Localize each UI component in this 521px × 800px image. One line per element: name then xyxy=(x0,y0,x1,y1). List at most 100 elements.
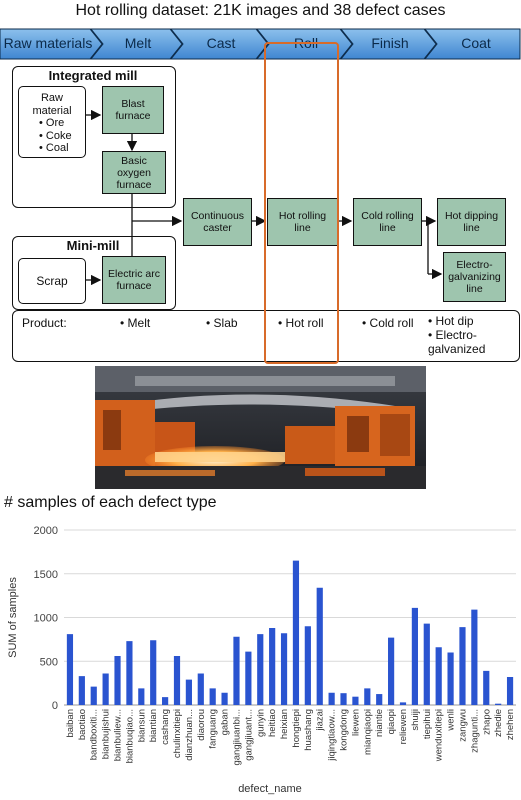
flow-connectors xyxy=(86,109,443,286)
bar-shuiji xyxy=(411,607,418,705)
stage-label-finish: Finish xyxy=(371,35,409,51)
bar-baotiao xyxy=(78,676,85,705)
mini-mill-title: Mini-mill xyxy=(66,238,120,253)
bar-wenli xyxy=(447,652,454,705)
bar-gaban xyxy=(221,692,228,705)
stage-raw-materials xyxy=(0,28,103,60)
bar-gunyin xyxy=(257,634,264,705)
x-tick-label-reliewen: reliewen xyxy=(398,709,409,744)
x-tick-label-heixian: heixian xyxy=(279,709,290,739)
x-tick-label-bianbujishui: bianbujishui xyxy=(101,709,112,759)
bar-dianzhuanhua xyxy=(185,679,192,705)
blast-furnace-box: Blast furnace xyxy=(102,86,164,134)
stage-finish xyxy=(339,28,437,60)
product-hot-roll: • Hot roll xyxy=(278,316,324,330)
x-tick-label-biantian: biantian xyxy=(148,709,159,742)
bar-chulinxitiepi xyxy=(173,656,181,705)
y-axis-label: SUM of samples xyxy=(7,577,19,658)
basic-oxygen-furnace-box: Basic oxygen furnace xyxy=(102,151,166,194)
x-tick-label-qiaopi: qiaopi xyxy=(386,709,397,734)
x-tick-label-wenduxitiepi: wenduxitiepi xyxy=(434,709,445,762)
stage-cast xyxy=(169,28,269,60)
x-tick-label-zhedie: zhedie xyxy=(493,709,504,737)
electric-arc-furnace-box: Electric arc furnace xyxy=(102,256,166,304)
raw-material-box: Raw material • Ore • Coke • Coal xyxy=(18,86,86,158)
stage-label-coat: Coat xyxy=(461,35,491,51)
x-tick-label-chulinxitiepi: chulinxitiepi xyxy=(172,709,183,758)
product-label: Product: xyxy=(22,316,67,330)
stage-label-melt: Melt xyxy=(124,35,152,51)
y-tick-label-1500: 1500 xyxy=(34,569,58,581)
x-tick-label-zhaguntiepi: zhagunti... xyxy=(469,709,480,753)
x-tick-label-jiqingtiaowen: jiqingtiaow... xyxy=(327,709,338,762)
x-tick-label-diaorou: diaorou xyxy=(196,709,207,741)
bar-gangjiuanjingwen xyxy=(233,636,240,705)
continuous-caster-box: Continuous caster xyxy=(183,198,252,246)
x-tick-label-tiepihui: tiepihui xyxy=(422,709,433,739)
y-tick-label-0: 0 xyxy=(52,700,58,712)
bar-liewen xyxy=(352,696,359,705)
product-melt: • Melt xyxy=(120,316,151,330)
x-tick-label-hongtiepi: hongtiepi xyxy=(291,709,302,748)
bar-bianbuqiaoxian xyxy=(126,641,133,705)
x-tick-label-zhapo: zhapo xyxy=(481,709,492,735)
bar-jiqingtiaowen xyxy=(328,692,335,705)
x-tick-label-jiazai: jiazai xyxy=(315,709,326,732)
bar-kongdong xyxy=(340,693,347,705)
product-hot-dip: • Hot dip xyxy=(428,314,474,328)
bar-zhaguntiepi xyxy=(471,609,478,705)
x-tick-label-zhehen: zhehen xyxy=(505,709,516,740)
bar-reliewen xyxy=(399,702,407,705)
chart-title: # samples of each defect type xyxy=(4,494,217,511)
x-tick-label-baotiao: baotiao xyxy=(77,709,88,740)
stage-label-cast: Cast xyxy=(206,35,236,51)
stage-label-raw-materials: Raw materials xyxy=(3,35,93,51)
x-tick-label-zangwu: zangwu xyxy=(457,709,468,742)
bar-niantie xyxy=(376,694,383,705)
bar-biansun xyxy=(138,688,145,705)
bar-zhapo xyxy=(483,670,490,705)
x-tick-label-kongdong: kongdong xyxy=(339,709,350,751)
y-tick-label-500: 500 xyxy=(40,656,58,668)
bar-zhedie xyxy=(495,703,502,705)
bar-heixian xyxy=(280,633,288,705)
bar-wenduxitiepi xyxy=(435,647,442,705)
hot-rolling-mill-photo xyxy=(95,366,426,489)
bar-zhehen xyxy=(506,677,514,705)
raw-item-coal: • Coal xyxy=(39,142,69,154)
product-cold-roll: • Cold roll xyxy=(362,316,414,330)
product-electro-galvanized: • Electro-galvanized xyxy=(428,328,486,356)
x-tick-label-mianqiaopi: mianqiaopi xyxy=(362,709,373,755)
bar-zangwu xyxy=(459,627,466,705)
integrated-mill-title: Integrated mill xyxy=(48,68,138,83)
product-coat-list: • Hot dip • Electro-galvanized xyxy=(428,314,514,356)
x-tick-label-gunyin: gunyin xyxy=(255,709,266,737)
x-tick-label-baiban: baiban xyxy=(65,709,76,738)
stage-roll xyxy=(255,28,353,60)
x-tick-label-fanguang: fanguang xyxy=(208,709,219,749)
bar-tiepihui xyxy=(423,623,430,705)
page-title: Hot rolling dataset: 21K images and 38 d… xyxy=(75,2,446,19)
y-tick-label-2000: 2000 xyxy=(34,525,58,537)
bar-gangjiuanli xyxy=(245,651,252,705)
x-tick-label-niantie: niantie xyxy=(374,709,385,737)
hot-dipping-line-box: Hot dipping line xyxy=(437,198,506,246)
raw-item-coke: • Coke xyxy=(39,129,72,142)
x-tick-label-cashang: cashang xyxy=(160,709,171,745)
x-tick-label-bandboxitizhi: bandboxiti... xyxy=(89,709,100,760)
bar-fanguang xyxy=(209,688,216,705)
cold-rolling-line-box: Cold rolling line xyxy=(353,198,422,246)
bar-mianqiaopi xyxy=(364,688,371,705)
raw-material-label: Raw material xyxy=(32,92,72,117)
bar-huashang xyxy=(304,626,311,705)
stage-coat xyxy=(423,28,521,60)
bar-bianbulielou xyxy=(114,656,121,705)
x-tick-label-dianzhuanhua: dianzhuan... xyxy=(184,709,195,761)
electro-galvanizing-line-box: Electro-galvanizing line xyxy=(443,252,506,302)
x-tick-label-gaban: gaban xyxy=(220,709,231,735)
bar-heitiao xyxy=(269,628,276,705)
roll-highlight-frame xyxy=(264,42,339,364)
x-tick-label-heitiao: heitiao xyxy=(267,709,278,737)
x-tick-label-liewen: liewen xyxy=(350,709,361,736)
x-tick-label-bianbulielou: bianbuliew... xyxy=(113,709,124,761)
